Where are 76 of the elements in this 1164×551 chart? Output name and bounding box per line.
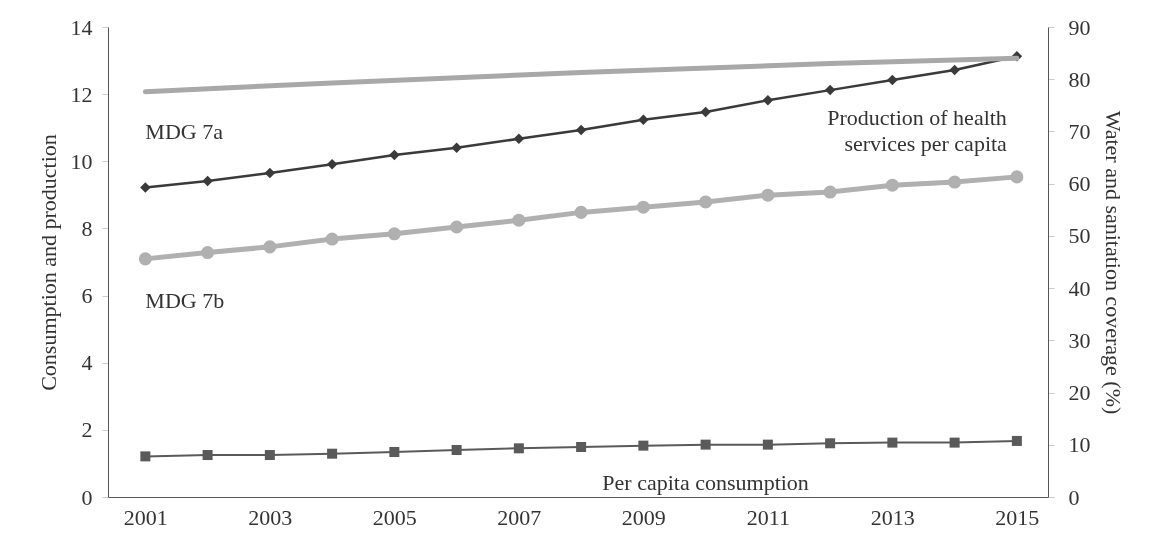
y2-tick-label: 10 [1068, 432, 1091, 458]
x-tick-label: 2001 [123, 504, 168, 530]
y2-tick-label: 80 [1068, 66, 1091, 92]
point [699, 195, 713, 209]
point [700, 439, 711, 450]
point [512, 213, 526, 227]
point [762, 94, 774, 106]
point [202, 175, 213, 187]
point [949, 64, 960, 76]
point [263, 240, 277, 254]
y2-tick-label: 60 [1068, 171, 1091, 197]
y-tick-label: 8 [81, 215, 93, 241]
y2-tick-label: 90 [1068, 14, 1091, 40]
point [451, 142, 462, 154]
y2-tick-label: 70 [1068, 118, 1091, 144]
y2-axis-title: Water and sanitation coverage (%) [1100, 110, 1126, 415]
point [638, 114, 649, 125]
point [1011, 435, 1022, 446]
y-axis-title: Consumption and production [35, 134, 61, 391]
point [761, 188, 775, 202]
point [201, 246, 215, 260]
y-tick-label: 12 [70, 81, 93, 107]
y-tick-label: 2 [81, 417, 93, 443]
point [948, 175, 962, 189]
point [1010, 170, 1024, 184]
point [513, 443, 524, 454]
point [887, 74, 898, 86]
y-tick-label: 0 [81, 484, 93, 510]
point [762, 439, 773, 450]
point [138, 252, 152, 266]
point [389, 447, 400, 458]
point [575, 124, 587, 136]
series-label: MDG 7b [145, 287, 225, 313]
y2-tick-label: 0 [1068, 484, 1080, 510]
point [325, 232, 339, 246]
point [202, 450, 213, 461]
y2-tick-label: 50 [1068, 223, 1091, 249]
x-tick-label: 2011 [746, 504, 790, 530]
point [949, 437, 960, 448]
point [885, 178, 899, 192]
point [140, 451, 151, 462]
y-tick-label: 6 [81, 283, 93, 309]
series-label: Per capita consumption [602, 469, 809, 495]
point [824, 84, 836, 96]
y-tick-label: 14 [70, 14, 93, 40]
point [140, 182, 151, 193]
point [636, 200, 650, 214]
y-tick-label: 10 [70, 148, 93, 174]
x-tick-label: 2015 [995, 504, 1040, 530]
point [638, 440, 649, 451]
series-label: Production of health services per capita [827, 105, 1008, 157]
point [887, 437, 898, 448]
point [387, 227, 401, 241]
point [513, 133, 525, 145]
point [451, 445, 462, 455]
point [264, 450, 275, 461]
x-tick-label: 2003 [248, 504, 293, 530]
point [326, 159, 338, 170]
x-tick-label: 2005 [372, 504, 417, 530]
point [823, 185, 837, 199]
point [264, 167, 276, 179]
y2-tick-label: 30 [1068, 327, 1091, 353]
x-tick-label: 2013 [870, 504, 915, 530]
point [700, 106, 711, 118]
point [576, 441, 587, 452]
point [327, 448, 338, 459]
y2-tick-label: 20 [1068, 380, 1091, 406]
x-tick-label: 2009 [621, 504, 666, 530]
series-label: MDG 7a [145, 118, 224, 144]
point [450, 220, 464, 234]
point [389, 149, 400, 161]
point [825, 438, 836, 449]
y-tick-label: 4 [81, 350, 93, 376]
y2-tick-label: 40 [1068, 275, 1091, 301]
x-tick-label: 2007 [497, 504, 542, 530]
point [574, 205, 588, 219]
